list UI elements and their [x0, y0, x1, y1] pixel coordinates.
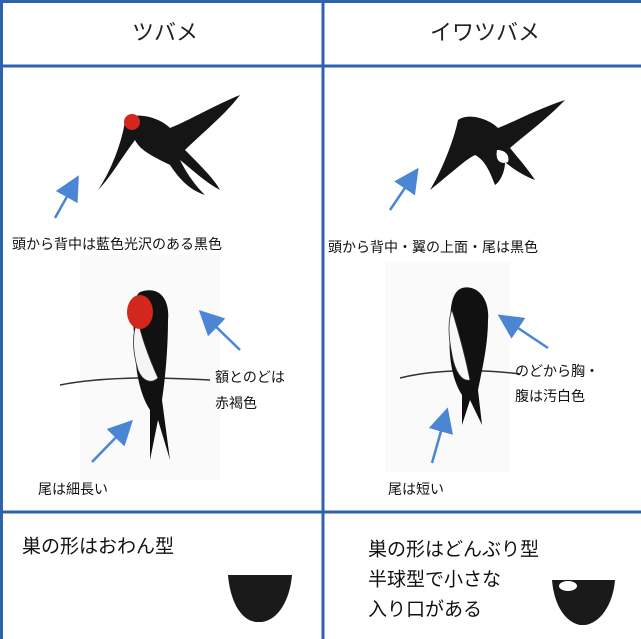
- arrow: [53, 175, 79, 219]
- bird-illustration: [385, 262, 521, 472]
- bird-illustration: [59, 255, 220, 480]
- nest-note: 入り口がある: [368, 599, 482, 621]
- header-cell: イワツバメ: [430, 21, 540, 46]
- header-cell: ツバメ: [132, 21, 198, 46]
- note: 尾は短い: [388, 482, 444, 498]
- note: のどから胸・: [515, 364, 599, 380]
- arrow: [497, 314, 549, 350]
- bird-illustration: [98, 95, 240, 195]
- note: 頭から背中・翼の上面・尾は黒色: [328, 239, 538, 256]
- nest-note: 半球型で小さな: [368, 569, 501, 591]
- nest-note: 巣の形はおわん型: [22, 536, 174, 558]
- arrow: [91, 419, 133, 463]
- note: 頭から背中は藍色光沢のある黒色: [12, 236, 222, 253]
- note: 赤褐色: [215, 395, 257, 412]
- note: 尾は細長い: [38, 482, 108, 498]
- arrow: [388, 167, 419, 211]
- nest-illustration: [228, 575, 292, 622]
- nest-note: 巣の形はどんぶり型: [368, 539, 539, 561]
- nest-illustration: [552, 580, 615, 625]
- note: 額とのどは: [215, 370, 285, 386]
- note: 腹は汚白色: [515, 388, 585, 405]
- arrow: [198, 310, 241, 351]
- bird-illustration: [430, 100, 565, 190]
- arrow: [428, 407, 453, 464]
